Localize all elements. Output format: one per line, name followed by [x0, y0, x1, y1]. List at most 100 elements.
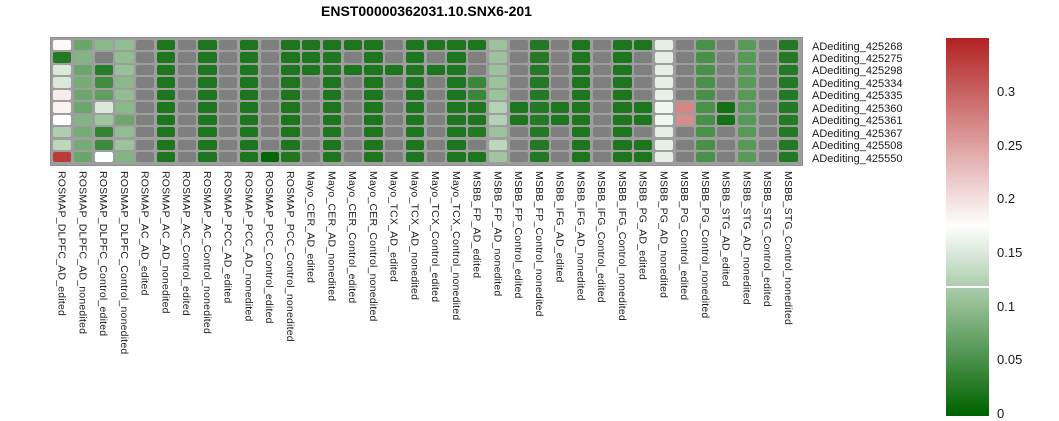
heatmap-cell [73, 152, 92, 163]
column-label: ROSMAP_DLPFC_AD_nonedited [76, 171, 89, 335]
heatmap-cell [385, 127, 404, 138]
heatmap-cell [385, 102, 404, 113]
heatmap-cell [654, 127, 673, 138]
heatmap-cell [634, 40, 653, 51]
heatmap-cell [343, 52, 362, 63]
heatmap-cell [717, 77, 736, 88]
heatmap-cell [696, 114, 715, 125]
heatmap-cell [696, 52, 715, 63]
heatmap-cell [136, 127, 155, 138]
heatmap-cell [53, 152, 72, 163]
heatmap-cell [447, 77, 466, 88]
heatmap-cell [488, 139, 507, 150]
heatmap-cell [343, 77, 362, 88]
heatmap-cell [343, 64, 362, 76]
heatmap-cell [675, 102, 694, 113]
heatmap-cell [322, 40, 341, 51]
heatmap-cell [613, 152, 632, 163]
column-label: MSBB_IFG_Control_edited [595, 171, 608, 303]
heatmap-cell [136, 64, 155, 76]
row-label: ADediting_425508 [812, 140, 903, 153]
heatmap-cell [260, 40, 279, 51]
heatmap-cell [239, 139, 258, 150]
heatmap-cell [364, 114, 383, 125]
heatmap-cell [613, 102, 632, 113]
heatmap-cell [73, 139, 92, 150]
heatmap-cell [447, 64, 466, 76]
heatmap-cell [322, 152, 341, 163]
heatmap-cell [115, 40, 134, 51]
heatmap-cell [468, 102, 487, 113]
heatmap-cell [405, 102, 424, 113]
heatmap-cell [675, 139, 694, 150]
heatmap-cell [385, 77, 404, 88]
heatmap-cell [177, 40, 196, 51]
heatmap-cell [779, 64, 798, 76]
heatmap-cell [509, 89, 528, 101]
heatmap-cell [654, 77, 673, 88]
heatmap-cell [281, 40, 300, 51]
heatmap-cell [219, 102, 238, 113]
heatmap-cell [530, 64, 549, 76]
heatmap-cell [551, 102, 570, 113]
heatmap-cell [281, 64, 300, 76]
heatmap-cell [509, 102, 528, 113]
heatmap-cell [426, 102, 445, 113]
heatmap-cell [385, 114, 404, 125]
heatmap-cell [260, 114, 279, 125]
heatmap-cell [156, 77, 175, 88]
heatmap-cell [592, 127, 611, 138]
row-label: ADediting_425360 [812, 102, 903, 115]
heatmap-cell [53, 77, 72, 88]
heatmap-cell [530, 139, 549, 150]
heatmap-cell [94, 89, 113, 101]
heatmap-cell [717, 40, 736, 51]
heatmap-cell [177, 127, 196, 138]
heatmap-cell [779, 89, 798, 101]
heatmap-cell [73, 114, 92, 125]
heatmap-cell [115, 64, 134, 76]
heatmap-cell [198, 152, 217, 163]
heatmap-cell [73, 77, 92, 88]
heatmap-cell [696, 139, 715, 150]
heatmap-cell [634, 152, 653, 163]
column-label: Mayo_CER_Control_nonedited [366, 171, 379, 322]
heatmap-cell [758, 139, 777, 150]
heatmap-cell [260, 77, 279, 88]
heatmap-cell [488, 152, 507, 163]
heatmap-cell [468, 64, 487, 76]
heatmap-cell [177, 139, 196, 150]
heatmap-cell [364, 52, 383, 63]
heatmap-cell [302, 40, 321, 51]
heatmap-cell [488, 40, 507, 51]
heatmap-cell [737, 64, 756, 76]
heatmap-cell [571, 52, 590, 63]
heatmap-cell [198, 114, 217, 125]
heatmap-cell [343, 127, 362, 138]
column-label: Mayo_TCX_Control_edited [429, 171, 442, 303]
heatmap-cell [198, 139, 217, 150]
column-label: Mayo_TCX_AD_edited [387, 171, 400, 282]
heatmap-cell [675, 77, 694, 88]
heatmap-cell [426, 139, 445, 150]
heatmap-cell [758, 102, 777, 113]
heatmap-cell [447, 114, 466, 125]
heatmap-cell [281, 127, 300, 138]
heatmap-cell [364, 102, 383, 113]
heatmap-cell [426, 40, 445, 51]
heatmap-cell [634, 102, 653, 113]
heatmap-cell [468, 77, 487, 88]
heatmap-cell [53, 40, 72, 51]
column-label: Mayo_CER_Control_edited [346, 171, 359, 304]
heatmap-cell [758, 77, 777, 88]
heatmap-cell [405, 127, 424, 138]
heatmap-cell [239, 52, 258, 63]
heatmap-cell [136, 114, 155, 125]
heatmap-cell [260, 64, 279, 76]
row-label: ADediting_425367 [812, 127, 903, 140]
row-label: ADediting_425298 [812, 65, 903, 78]
heatmap-cell [219, 139, 238, 150]
heatmap-cell [364, 40, 383, 51]
heatmap-cell [426, 52, 445, 63]
